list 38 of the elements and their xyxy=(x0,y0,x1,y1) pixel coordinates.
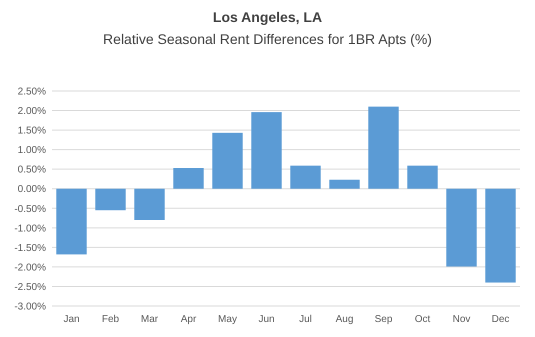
bar xyxy=(368,106,399,189)
bar xyxy=(56,188,87,254)
bar xyxy=(173,168,204,189)
bar xyxy=(329,180,360,189)
y-tick-label: 1.00% xyxy=(18,145,46,156)
x-tick-label: Nov xyxy=(452,314,470,325)
x-tick-label: Aug xyxy=(336,314,354,325)
y-tick-label: -3.00% xyxy=(14,302,46,312)
x-tick-label: Sep xyxy=(374,314,393,325)
x-tick-label: Jun xyxy=(258,314,275,325)
bar xyxy=(134,188,165,220)
chart-subtitle: Relative Seasonal Rent Differences for 1BR Apts (%) xyxy=(103,31,432,47)
bar xyxy=(212,132,243,189)
y-tick-label: 2.50% xyxy=(18,86,46,98)
x-tick-label: Feb xyxy=(102,314,120,325)
x-tick-label: Jul xyxy=(299,314,312,325)
y-tick-label: -1.00% xyxy=(14,223,46,234)
y-tick-label: -2.50% xyxy=(14,282,46,293)
y-tick-label: 1.50% xyxy=(18,126,46,137)
x-tick-label: Mar xyxy=(140,314,159,325)
bar xyxy=(407,166,438,189)
y-tick-label: -2.00% xyxy=(14,262,46,274)
x-tick-label: May xyxy=(218,314,237,325)
x-tick-label: Jan xyxy=(63,314,80,325)
bar xyxy=(251,112,282,189)
bar xyxy=(95,188,126,210)
x-tick-label: Oct xyxy=(414,314,430,325)
y-tick-label: -1.50% xyxy=(14,242,46,254)
bar xyxy=(446,188,477,267)
bar xyxy=(485,188,516,283)
x-tick-label: Apr xyxy=(180,314,197,325)
chart-title: Los Angeles, LA xyxy=(212,9,322,25)
y-tick-label: 2.00% xyxy=(18,106,46,118)
x-tick-label: Dec xyxy=(492,314,510,325)
y-tick-label: 0.00% xyxy=(18,184,46,196)
y-tick-label: 0.50% xyxy=(18,164,46,176)
bar xyxy=(290,166,321,189)
y-tick-label: -0.50% xyxy=(14,204,46,215)
